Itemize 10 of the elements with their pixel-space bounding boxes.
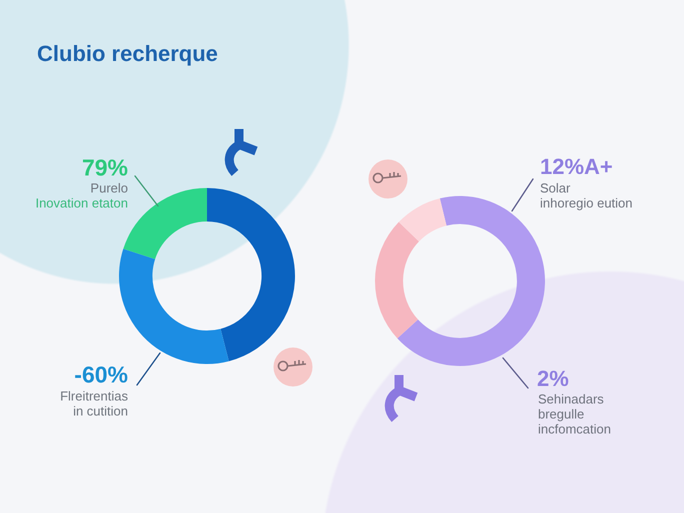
text: Solar inhoregio eution	[540, 180, 633, 211]
text: 12%A+	[540, 154, 613, 180]
text: 79%	[82, 154, 128, 180]
chart-title: Clubio recherque	[37, 41, 218, 66]
text: Flreitrentias in cutition	[60, 388, 128, 419]
text: -60%	[74, 361, 128, 388]
text: Purelo	[90, 180, 128, 196]
text: Inovation etaton	[35, 196, 128, 211]
text: 2%	[537, 366, 569, 392]
text: Sehinadars bregulle incfomcation	[538, 392, 611, 437]
